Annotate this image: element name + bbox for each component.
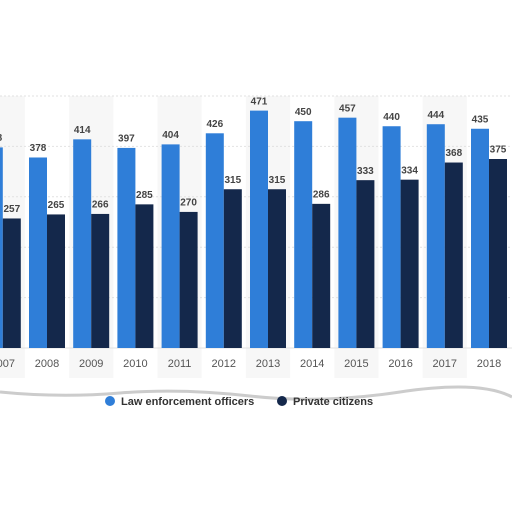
value-label: 398 (0, 133, 3, 144)
torn-edge (0, 385, 512, 401)
bar (444, 162, 463, 348)
value-label: 444 (427, 110, 444, 121)
value-label: 285 (136, 190, 153, 201)
value-label: 375 (490, 145, 507, 156)
value-label: 404 (162, 130, 179, 141)
x-tick-label: 2010 (123, 358, 147, 370)
x-tick-label: 2008 (35, 358, 59, 370)
value-label: 426 (206, 119, 223, 130)
bar (91, 213, 110, 348)
value-label: 315 (224, 175, 241, 186)
bar (338, 117, 357, 348)
value-label: 378 (30, 143, 47, 154)
x-tick-label: 2012 (212, 358, 236, 370)
bar (312, 203, 331, 348)
value-label: 471 (251, 96, 268, 107)
bar (294, 121, 313, 348)
x-tick-label: 2011 (168, 358, 192, 370)
bar (73, 139, 92, 348)
value-label: 333 (357, 166, 374, 177)
value-label: 266 (92, 200, 109, 211)
value-label: 457 (339, 103, 356, 114)
value-label: 257 (3, 204, 20, 215)
x-tick-label: 2007 (0, 358, 15, 370)
legend-marker (277, 396, 287, 406)
value-label: 440 (383, 112, 400, 123)
bar (2, 218, 21, 348)
bar (223, 189, 242, 348)
x-tick-label: 2014 (300, 358, 324, 370)
bar (161, 144, 180, 348)
bar (356, 180, 375, 348)
value-label: 315 (269, 175, 286, 186)
value-label: 334 (401, 165, 418, 176)
bar (382, 126, 401, 349)
bar (117, 147, 136, 348)
value-label: 397 (118, 134, 135, 145)
bar (47, 214, 65, 348)
bar (471, 128, 489, 348)
value-label: 286 (313, 189, 330, 200)
bar (268, 189, 286, 348)
x-tick-label: 2018 (477, 358, 501, 370)
bar (426, 124, 445, 348)
bar (400, 179, 419, 348)
x-tick-label: 2013 (256, 358, 280, 370)
bar (489, 159, 507, 348)
bar (29, 157, 47, 348)
value-label: 414 (74, 125, 91, 136)
bar (205, 133, 224, 348)
bar (250, 110, 268, 348)
x-tick-label: 2016 (388, 358, 412, 370)
bar (0, 147, 3, 348)
value-label: 435 (472, 114, 489, 125)
x-tick-label: 2009 (79, 358, 103, 370)
value-label: 270 (180, 198, 197, 209)
x-tick-label: 2015 (344, 358, 368, 370)
value-label: 368 (445, 148, 462, 159)
x-tick-label: 2017 (433, 358, 457, 370)
legend-label: Private citizens (293, 396, 373, 408)
value-label: 265 (48, 200, 65, 211)
legend-marker (105, 396, 115, 406)
bar (135, 204, 154, 348)
bar (179, 211, 198, 348)
value-label: 450 (295, 107, 312, 118)
legend-label: Law enforcement officers (121, 396, 254, 408)
